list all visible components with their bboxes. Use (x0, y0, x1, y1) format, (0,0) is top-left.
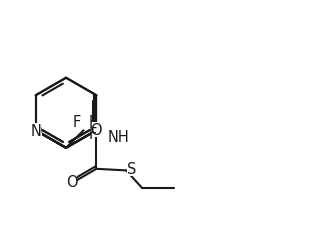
Text: F: F (88, 127, 97, 141)
Text: F: F (72, 114, 81, 129)
Text: S: S (127, 162, 137, 177)
Text: F: F (88, 114, 97, 129)
Text: NH: NH (108, 129, 129, 144)
Text: O: O (66, 174, 77, 189)
Text: N: N (30, 123, 41, 138)
Text: O: O (91, 122, 102, 137)
Text: O: O (30, 123, 42, 138)
